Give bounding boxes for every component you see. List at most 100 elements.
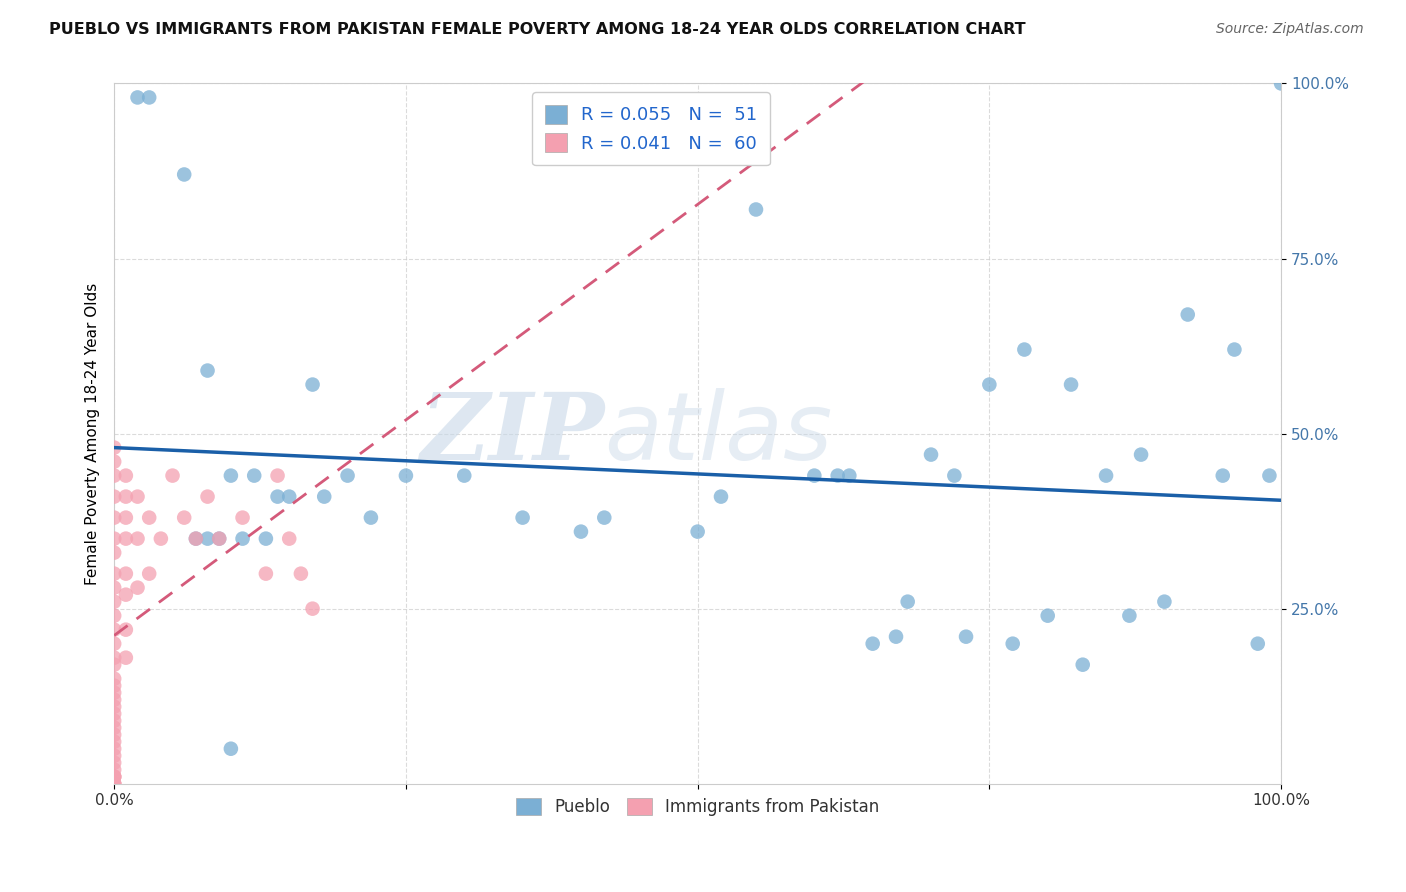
Point [103, 699, 125, 714]
Point [115, 468, 138, 483]
Point [1014, 343, 1036, 357]
Point [1118, 608, 1140, 623]
Point [278, 532, 301, 546]
Point [103, 770, 125, 784]
Point [197, 490, 219, 504]
Point [1177, 308, 1199, 322]
Point [103, 721, 125, 735]
Point [314, 490, 336, 504]
Point [184, 532, 207, 546]
Point [1270, 77, 1292, 91]
Point [290, 566, 312, 581]
Point [115, 650, 138, 665]
Point [512, 510, 534, 524]
Point [803, 468, 825, 483]
Text: Source: ZipAtlas.com: Source: ZipAtlas.com [1216, 22, 1364, 37]
Point [103, 777, 125, 791]
Point [301, 377, 323, 392]
Point [897, 595, 920, 609]
Point [862, 637, 884, 651]
Point [395, 468, 418, 483]
Point [138, 566, 160, 581]
Point [103, 510, 125, 524]
Y-axis label: Female Poverty Among 18-24 Year Olds: Female Poverty Among 18-24 Year Olds [86, 283, 100, 585]
Point [243, 468, 266, 483]
Point [127, 532, 149, 546]
Point [593, 510, 616, 524]
Point [745, 202, 768, 217]
Point [254, 532, 277, 546]
Point [197, 532, 219, 546]
Point [1153, 595, 1175, 609]
Point [838, 468, 860, 483]
Point [103, 608, 125, 623]
Point [1060, 377, 1083, 392]
Point [184, 532, 207, 546]
Point [103, 532, 125, 546]
Point [103, 454, 125, 468]
Point [103, 623, 125, 637]
Point [336, 468, 359, 483]
Point [103, 441, 125, 455]
Point [103, 581, 125, 595]
Point [162, 468, 184, 483]
Point [103, 566, 125, 581]
Point [1223, 343, 1246, 357]
Point [1130, 448, 1153, 462]
Point [301, 601, 323, 615]
Point [943, 468, 966, 483]
Point [103, 706, 125, 721]
Point [103, 714, 125, 728]
Point [686, 524, 709, 539]
Point [1212, 468, 1234, 483]
Point [360, 510, 382, 524]
Point [254, 566, 277, 581]
Point [103, 490, 125, 504]
Point [115, 588, 138, 602]
Point [103, 748, 125, 763]
Point [127, 90, 149, 104]
Point [208, 532, 231, 546]
Point [173, 168, 195, 182]
Point [103, 735, 125, 749]
Point [103, 595, 125, 609]
Point [232, 532, 254, 546]
Point [103, 679, 125, 693]
Point [103, 637, 125, 651]
Point [920, 448, 942, 462]
Point [569, 524, 592, 539]
Point [115, 490, 138, 504]
Point [710, 490, 733, 504]
Point [208, 532, 231, 546]
Point [138, 90, 160, 104]
Point [115, 566, 138, 581]
Point [103, 741, 125, 756]
Point [127, 490, 149, 504]
Point [266, 468, 288, 483]
Point [453, 468, 475, 483]
Point [103, 650, 125, 665]
Point [103, 672, 125, 686]
Point [266, 490, 288, 504]
Point [1247, 637, 1270, 651]
Point [173, 510, 195, 524]
Text: atlas: atlas [605, 388, 832, 479]
Point [103, 770, 125, 784]
Point [103, 770, 125, 784]
Text: PUEBLO VS IMMIGRANTS FROM PAKISTAN FEMALE POVERTY AMONG 18-24 YEAR OLDS CORRELAT: PUEBLO VS IMMIGRANTS FROM PAKISTAN FEMAL… [49, 22, 1026, 37]
Point [103, 728, 125, 742]
Point [1095, 468, 1118, 483]
Point [1258, 468, 1281, 483]
Point [103, 756, 125, 770]
Point [149, 532, 172, 546]
Point [979, 377, 1001, 392]
Point [1036, 608, 1059, 623]
Point [232, 510, 254, 524]
Point [827, 468, 849, 483]
Point [115, 510, 138, 524]
Point [103, 763, 125, 777]
Point [219, 468, 242, 483]
Point [115, 623, 138, 637]
Point [1001, 637, 1024, 651]
Point [103, 468, 125, 483]
